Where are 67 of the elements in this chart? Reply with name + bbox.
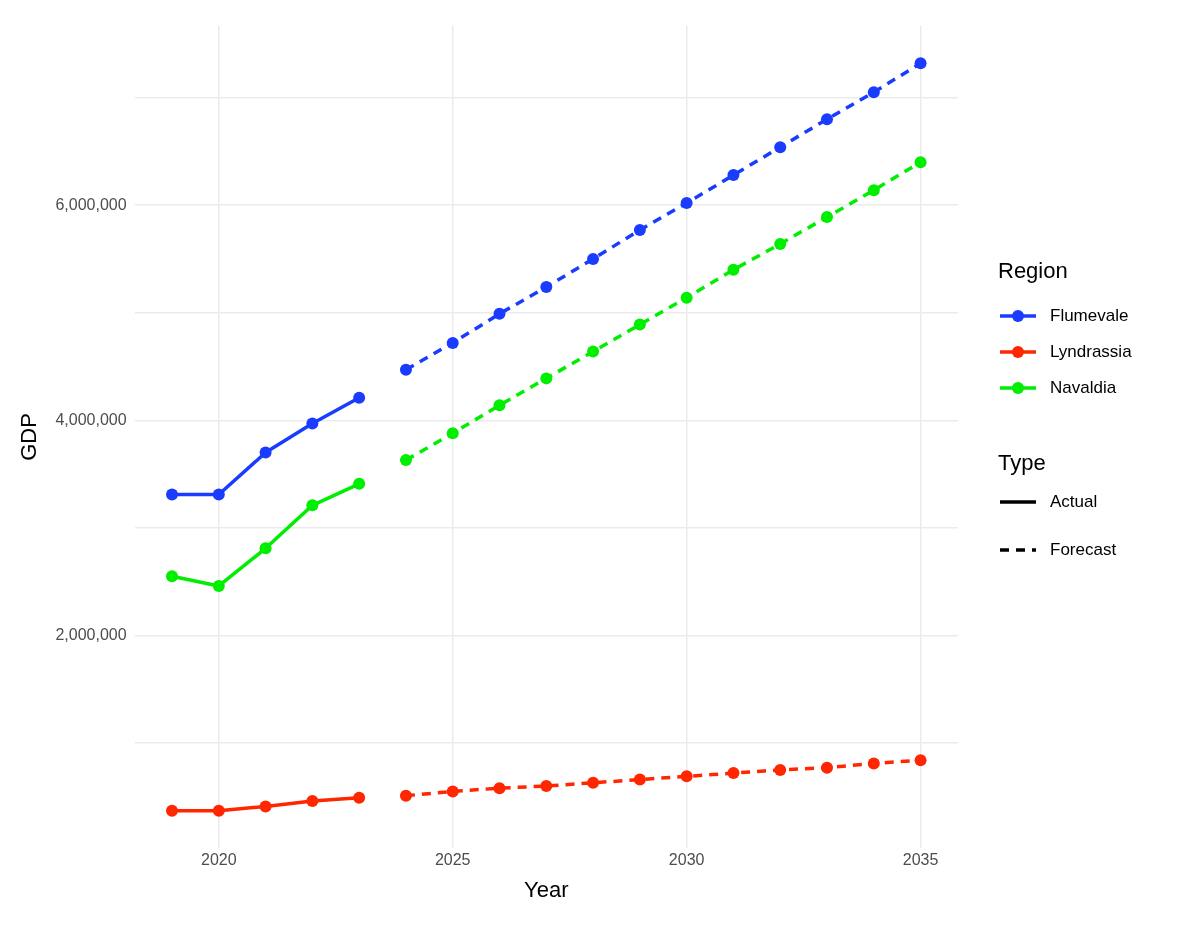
point: [353, 791, 366, 804]
point: [680, 770, 693, 783]
point: [166, 804, 179, 817]
point: [821, 211, 833, 224]
point: [587, 776, 600, 789]
point: [446, 336, 459, 349]
point: [914, 754, 927, 767]
x-axis-title: Year: [524, 876, 569, 902]
legend-label: Flumevale: [1050, 306, 1129, 326]
point: [259, 800, 272, 813]
point: [399, 363, 412, 376]
point: [493, 399, 506, 412]
point: [774, 763, 787, 776]
point: [493, 307, 506, 320]
point: [821, 761, 833, 774]
point: [680, 291, 693, 304]
point: [867, 757, 880, 770]
point: [212, 804, 225, 817]
point: [540, 372, 553, 385]
point: [493, 782, 506, 795]
point: [914, 57, 927, 70]
x-tick-label: 2020: [201, 851, 237, 869]
point: [353, 391, 366, 404]
x-tick-label: 2025: [434, 851, 471, 869]
legend-title: Region: [998, 258, 1069, 284]
point: [259, 542, 272, 555]
x-tick-label: 2035: [902, 851, 939, 869]
point: [399, 454, 412, 467]
point: [867, 86, 880, 99]
point: [540, 780, 553, 793]
point: [727, 263, 740, 276]
text: Actual: [1050, 492, 1098, 512]
x-tick-label: 2030: [668, 851, 705, 869]
point: [399, 789, 412, 802]
y-tick-label: 6,000,000: [55, 195, 127, 213]
legend-label: Navaldia: [1050, 378, 1117, 398]
text: Forecast: [1050, 540, 1117, 560]
point: [212, 488, 225, 501]
point: [306, 795, 319, 808]
point: [727, 767, 740, 780]
point: [774, 237, 787, 250]
point: [166, 488, 179, 501]
y-tick-label: 2,000,000: [55, 625, 127, 643]
point: [353, 477, 366, 490]
point: [212, 579, 225, 592]
point: [867, 184, 880, 197]
point: [587, 345, 600, 358]
text: Type: [998, 450, 1047, 476]
point: [306, 499, 319, 512]
y-tick-label: 4,000,000: [55, 410, 127, 428]
point: [540, 280, 553, 293]
point: [166, 570, 179, 583]
point: [914, 156, 927, 169]
y-axis-title: GDP: [16, 413, 42, 461]
point: [633, 773, 646, 786]
point: [727, 169, 740, 182]
point: [821, 113, 833, 126]
point: [774, 141, 787, 154]
point: [446, 785, 459, 798]
legend-label: Lyndrassia: [1050, 342, 1132, 362]
point: [633, 318, 646, 331]
point: [259, 446, 272, 459]
point: [633, 223, 646, 236]
point: [680, 197, 693, 210]
point: [306, 417, 319, 430]
point: [446, 427, 459, 440]
point: [587, 253, 600, 265]
